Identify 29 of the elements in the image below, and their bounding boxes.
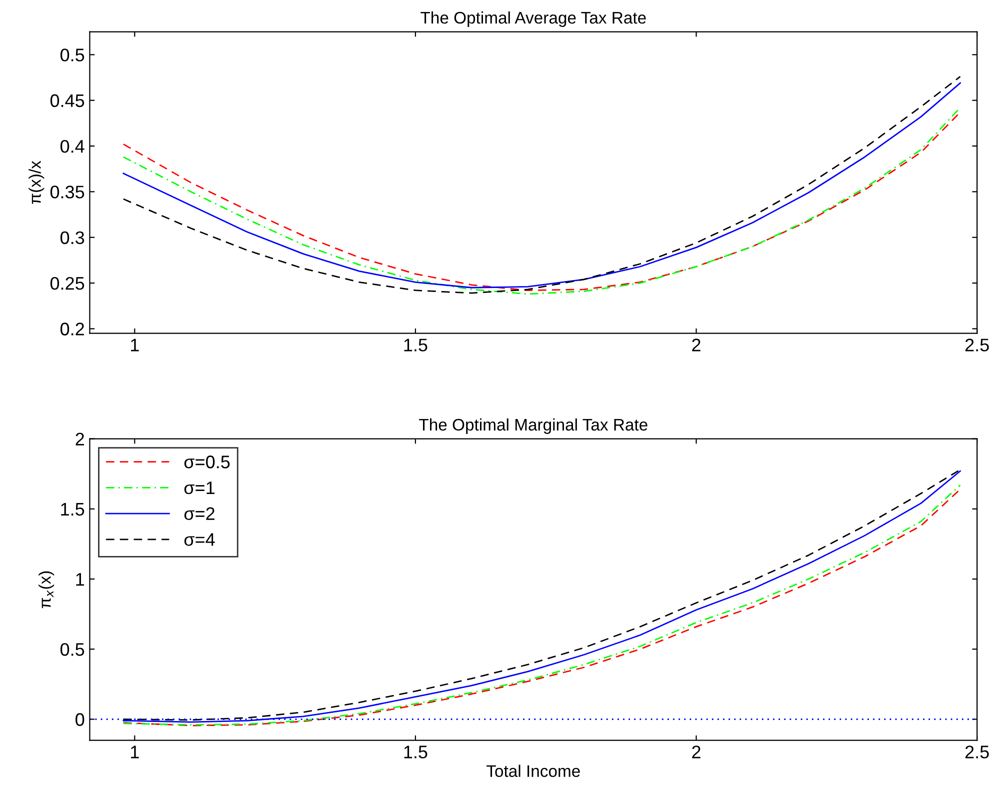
y-axis-title: π(x)/x [28, 160, 44, 204]
x-tick-label: 1 [131, 338, 139, 352]
chart-title: The Optimal Average Tax Rate [420, 11, 646, 27]
y-tick-label: 0 [76, 713, 84, 726]
y-axis-title: π$_{x}$(x) [38, 571, 54, 608]
legend-label: σ=1 [184, 482, 214, 494]
legend-label: σ=2 [184, 507, 214, 520]
y-tick-label: 0.5 [60, 48, 84, 62]
y-tick-label: 0.25 [50, 276, 84, 290]
x-tick-label: 1.5 [404, 746, 428, 758]
y-tick-label: 0.2 [60, 322, 84, 336]
y-tick-label: 0.3 [60, 231, 84, 244]
x-tick-label: 1.5 [404, 338, 428, 352]
x-tick-label: 2 [692, 746, 700, 758]
x-tick-label: 2 [692, 338, 700, 352]
x-tick-label: 1 [131, 746, 139, 758]
x-tick-label: 2.5 [965, 746, 989, 758]
y-tick-label: 0.5 [60, 643, 84, 656]
legend-label: σ=0.5 [184, 456, 230, 468]
y-tick-label: 2 [76, 432, 84, 446]
y-tick-label: 1.5 [61, 503, 84, 516]
x-axis-title: Total Income [486, 764, 580, 777]
y-tick-label: 0.45 [50, 94, 84, 108]
y-tick-label: 0.4 [60, 140, 84, 153]
y-tick-label: 1 [76, 573, 84, 586]
chart-title: The Optimal Marginal Tax Rate [419, 418, 648, 434]
x-tick-label: 2.5 [965, 338, 989, 352]
y-tick-label: 0.35 [50, 186, 84, 198]
legend-label: σ=4 [184, 533, 215, 546]
